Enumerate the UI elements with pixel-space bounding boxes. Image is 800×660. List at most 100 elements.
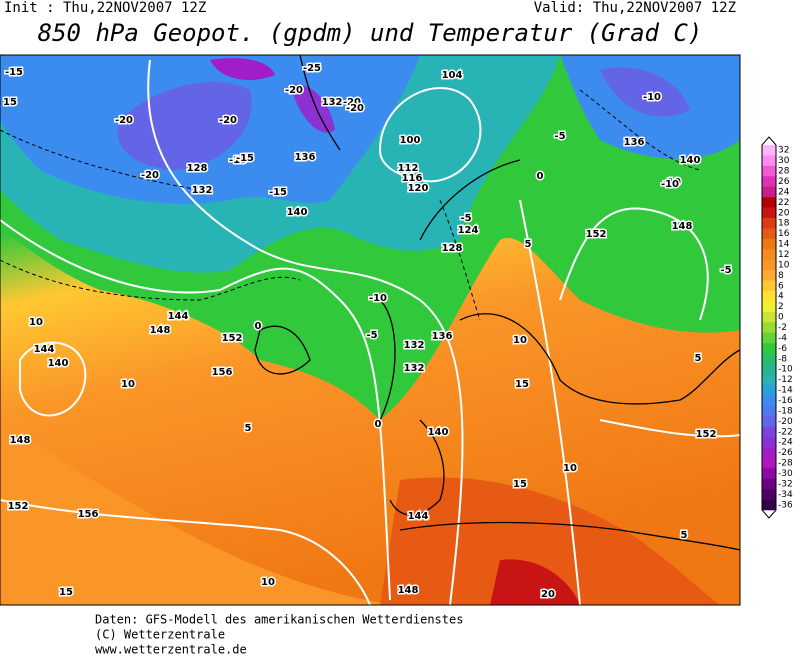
colorbar-swatch <box>762 395 776 407</box>
contour-label: 132 <box>192 185 213 196</box>
colorbar-label: 2 <box>778 302 784 312</box>
colorbar-label: 32 <box>778 146 789 156</box>
colorbar-label: -28 <box>778 459 793 469</box>
colorbar-swatch <box>762 238 776 250</box>
colorbar-label: -10 <box>778 365 793 375</box>
footer-copyright: (C) Wetterzentrale <box>95 628 225 642</box>
colorbar-swatch <box>762 322 776 334</box>
colorbar-label: -6 <box>778 344 787 354</box>
contour-label: 116 <box>402 173 423 184</box>
contour-label: 152 <box>222 333 243 344</box>
colorbar-label: -30 <box>778 469 793 479</box>
colorbar-label: -4 <box>778 333 787 343</box>
colorbar-swatch <box>762 301 776 313</box>
colorbar-swatch <box>762 447 776 459</box>
contour-label: 140 <box>287 207 308 218</box>
contour-label: -20 <box>343 97 361 108</box>
contour-label: -5 <box>554 131 565 142</box>
contour-label: 156 <box>212 367 233 378</box>
contour-label: -15 <box>5 67 23 78</box>
contour-label: 0 <box>375 419 382 430</box>
contour-label: 156 <box>78 509 99 520</box>
valid-text: Valid: Thu,22NOV2007 12Z <box>534 0 736 16</box>
colorbar-swatch <box>762 270 776 281</box>
contour-label: 10 <box>121 379 135 390</box>
contour-label: 140 <box>48 358 69 369</box>
colorbar-label: -20 <box>778 417 793 427</box>
contour-label: 144 <box>408 511 429 522</box>
contour-label: -5 <box>366 330 377 341</box>
contour-label: 140 <box>428 427 449 438</box>
colorbar-label: -16 <box>778 396 793 406</box>
contour-label: 10 <box>261 577 275 588</box>
contour-label: 144 <box>34 344 55 355</box>
contour-label: 148 <box>398 585 419 596</box>
contour-label: 144 <box>168 311 189 322</box>
contour-label: 100 <box>400 135 421 146</box>
contour-label: -10 <box>661 179 679 190</box>
colorbar-label: 10 <box>778 260 790 270</box>
colorbar-label: -18 <box>778 406 793 416</box>
contour-label: 128 <box>187 163 208 174</box>
colorbar-swatch <box>762 249 776 261</box>
contour-label: -15 <box>236 153 254 164</box>
colorbar-swatch <box>762 343 776 354</box>
colorbar-swatch <box>762 176 776 188</box>
colorbar-swatch <box>762 332 776 344</box>
contour-label: -15 <box>269 187 287 198</box>
contour-label: 10 <box>29 317 43 328</box>
colorbar-swatch <box>762 478 776 490</box>
colorbar-label: 20 <box>778 208 790 218</box>
contour-label: 136 <box>624 137 645 148</box>
contour-label: 124 <box>458 225 479 236</box>
colorbar-label: 14 <box>778 240 790 250</box>
colorbar-swatch <box>762 489 776 500</box>
colorbar-swatch <box>762 155 776 167</box>
contour-label: 5 <box>681 530 688 541</box>
footer-source: Daten: GFS-Modell des amerikanischen Wet… <box>95 613 463 627</box>
colorbar-label: -2 <box>778 323 787 333</box>
contour-label: -20 <box>141 170 159 181</box>
colorbar-label: 16 <box>778 229 790 239</box>
contour-label: 148 <box>10 435 31 446</box>
colorbar-label: -12 <box>778 375 793 385</box>
contour-label: 148 <box>150 325 171 336</box>
colorbar-swatch <box>762 207 776 219</box>
colorbar-swatch <box>762 197 776 208</box>
colorbar-swatch <box>762 145 776 156</box>
contour-label: 112 <box>398 163 419 174</box>
contour-label: 148 <box>672 221 693 232</box>
contour-label: 152 <box>586 229 607 240</box>
colorbar-swatch <box>762 259 776 271</box>
colorbar-swatch <box>762 374 776 386</box>
contour-label: 5 <box>245 423 252 434</box>
colorbar-swatch <box>762 228 776 240</box>
colorbar-label: -24 <box>778 438 793 448</box>
colorbar-label: -36 <box>778 500 793 510</box>
contour-label: 128 <box>442 243 463 254</box>
contour-label: -10 <box>643 92 661 103</box>
colorbar-swatch <box>762 165 776 177</box>
contour-label: 15 <box>515 379 529 390</box>
contour-label: 0 <box>537 171 544 182</box>
contour-label: 132 <box>404 363 425 374</box>
colorbar-label: 24 <box>778 187 790 197</box>
contour-label: 10 <box>513 335 527 346</box>
colorbar-label: 30 <box>778 156 790 166</box>
colorbar-label: -8 <box>778 354 787 364</box>
colorbar-label: 12 <box>778 250 789 260</box>
colorbar-label: -26 <box>778 448 793 458</box>
colorbar-label: -32 <box>778 479 793 489</box>
colorbar-outline <box>761 136 777 519</box>
contour-label: 15 <box>3 97 17 108</box>
contour-label: -20 <box>346 103 364 114</box>
contour-label: -20 <box>285 85 303 96</box>
contour-label: 0 <box>255 321 262 332</box>
colorbar-swatch <box>762 457 776 469</box>
colorbar-label: 0 <box>778 313 784 323</box>
colorbar-label: -22 <box>778 427 793 437</box>
colorbar-swatch <box>762 416 776 427</box>
colorbar-label: -34 <box>778 490 793 500</box>
contour-label: 120 <box>408 183 429 194</box>
